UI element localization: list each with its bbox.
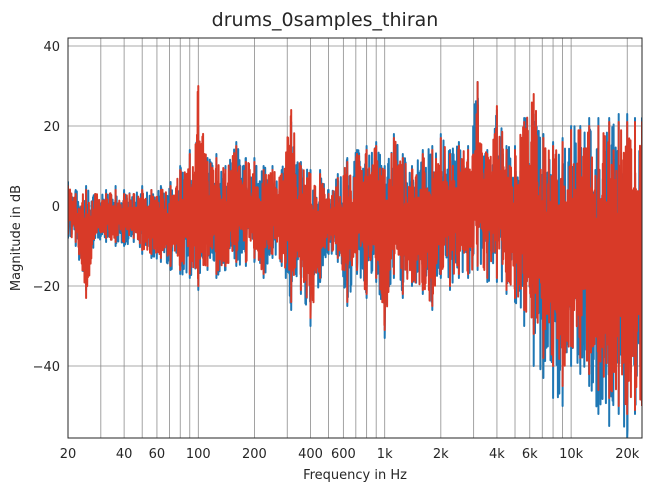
y-tick-label: −20 [33,280,60,295]
x-tick-label: 60 [149,447,166,462]
x-tick-label: 6k [522,447,538,462]
y-tick-label: −40 [33,360,60,375]
x-tick-label: 100 [186,447,211,462]
series-lines [68,81,642,438]
series-line-2 [68,81,642,415]
x-tick-label: 10k [559,447,584,462]
x-tick-label: 20k [615,447,640,462]
x-tick-label: 1k [377,447,393,462]
y-tick-labels: 40 20 0 −20 −40 [33,40,60,375]
x-tick-label: 40 [116,447,133,462]
x-axis-label: Frequency in Hz [303,468,407,483]
x-tick-label: 2k [433,447,449,462]
x-tick-label: 400 [298,447,323,462]
y-tick-label: 0 [52,200,60,215]
plot-frame [67,37,643,439]
x-tick-labels: 20 40 60 100 200 400 600 1k 2k 4k 6k 10k 20k [60,447,640,462]
y-axis-label: Magnitude in dB [9,185,24,291]
y-tick-label: 20 [43,120,60,135]
chart-title: drums_0samples_thiran [212,9,439,31]
x-tick-label: 600 [331,447,356,462]
y-tick-label: 40 [43,40,60,55]
x-tick-label: 4k [489,447,505,462]
x-tick-label: 20 [60,447,77,462]
x-tick-label: 200 [242,447,267,462]
